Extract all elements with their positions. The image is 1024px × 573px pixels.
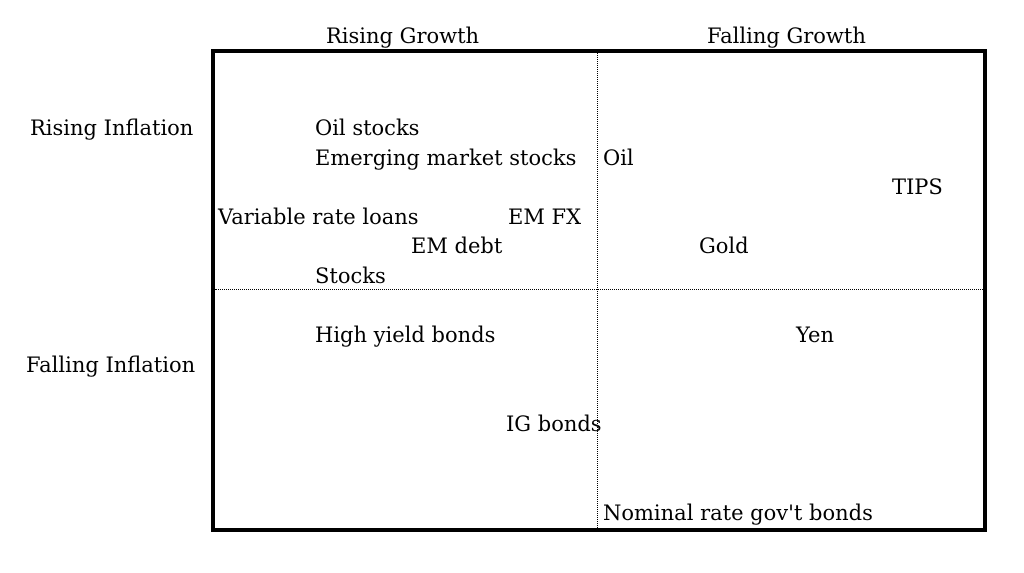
asset-label: EM FX <box>508 205 582 229</box>
column-header-rising-growth: Rising Growth <box>326 24 480 48</box>
asset-label: Nominal rate gov't bonds <box>603 501 873 525</box>
asset-label: EM debt <box>411 234 503 258</box>
column-header-falling-growth: Falling Growth <box>707 24 866 48</box>
asset-label: Gold <box>699 234 749 258</box>
asset-label: Oil stocks <box>315 116 420 140</box>
row-header-rising-inflation: Rising Inflation <box>30 116 194 140</box>
asset-label: Oil <box>603 146 634 170</box>
row-header-falling-inflation: Falling Inflation <box>26 353 196 377</box>
asset-label: Variable rate loans <box>218 205 419 229</box>
asset-label: Yen <box>796 323 834 347</box>
matrix-frame <box>211 49 987 532</box>
asset-label: Stocks <box>315 264 386 288</box>
asset-label: IG bonds <box>506 412 602 436</box>
asset-label: High yield bonds <box>315 323 496 347</box>
inflation-divider <box>215 289 983 290</box>
asset-label: TIPS <box>892 175 943 199</box>
asset-label: Emerging market stocks <box>315 146 577 170</box>
growth-divider <box>597 53 598 528</box>
